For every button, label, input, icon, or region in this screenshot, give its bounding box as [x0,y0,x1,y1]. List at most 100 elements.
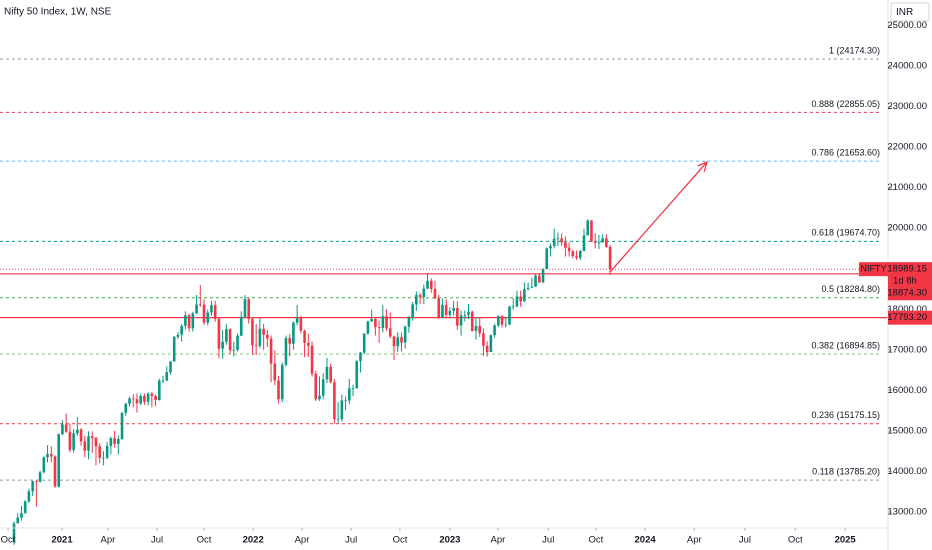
candle-body [23,501,27,514]
candle-body [102,457,105,459]
candle-body [597,242,601,244]
candle-body [590,220,593,242]
price-tag [888,310,932,325]
y-tick-label: 23000.00 [887,101,927,112]
candle-body [184,315,187,326]
candle-body [46,454,49,458]
candle-body [213,305,217,319]
candle-body [239,316,243,336]
candle-body [299,318,303,331]
candle-body [463,314,467,316]
candle-body [497,316,500,326]
candle-body [31,481,34,492]
x-tick-label: Oct [197,535,212,546]
candle-body [262,328,265,335]
candle-body [310,345,314,374]
candle-body [470,311,474,331]
x-tick-label: Jul [542,535,554,546]
candle-body [336,419,340,420]
currency[interactable]: INR [896,7,913,18]
x-tick-label: 2023 [439,535,460,546]
candle-body [284,338,288,365]
fib-label: 0.786 (21653.60) [811,148,880,158]
candle-body [493,325,496,336]
fib-label: 0.382 (16894.85) [811,340,880,350]
candle-body [511,306,515,308]
candle-body [266,334,269,339]
candle-body [366,321,370,334]
candle-body [526,287,530,289]
candle-body [217,318,221,349]
chart-title: Nifty 50 Index, 1W, NSE [4,7,112,18]
y-tick-label: 14000.00 [887,466,927,477]
x-tick-label: Jul [739,535,751,546]
candle-body [515,296,519,307]
candle-body [385,316,388,329]
y-tick-label: 16000.00 [887,385,927,396]
candle-body [128,398,131,404]
candle-body [292,322,295,344]
candle-body [318,395,321,400]
candle-body [500,316,504,325]
candle-body [247,299,251,319]
candle-body [146,393,150,402]
candle-body [459,315,463,326]
candle-body [608,246,612,270]
candle-body [370,318,373,322]
candle-body [269,338,273,364]
candle-body [601,238,604,243]
last-price-label: 18989.15 [887,264,927,275]
x-tick-label: 2021 [51,535,73,546]
candle-body [53,456,57,487]
candle-body [195,304,198,314]
y-tick-label: 13000.00 [887,507,927,518]
candle-body [68,431,72,450]
candle-body [560,238,563,243]
candle-body [534,275,537,287]
candle-body [210,305,213,313]
candle-body [582,235,586,251]
candle-body [72,433,75,450]
candle-body [605,238,608,247]
candle-body [154,396,157,401]
candle-body [172,336,176,362]
candle-body [117,439,120,444]
candle-body [228,329,232,351]
candle-body [523,288,526,302]
candle-body [485,345,489,353]
y-tick-label: 22000.00 [887,142,927,153]
fib-label: 0.5 (18284.80) [821,284,880,294]
candle-body [321,379,325,396]
candle-body [549,246,552,249]
currency-box[interactable] [890,2,930,22]
candle-body [433,288,437,299]
candle-body [537,275,541,283]
candle-body [27,491,31,502]
x-tick-label: Jul [151,535,163,546]
candle-body [362,333,366,353]
candle-body [556,238,560,240]
candle-body [280,364,284,400]
candle-body [202,304,206,323]
y-tick-label: 25000.00 [887,20,927,31]
candle-body [38,472,42,482]
candle-body [79,429,83,442]
candle-body [135,399,139,404]
y-tick-label: 18000.00 [887,304,927,315]
candle-body [545,248,549,270]
x-tick-label: 2025 [835,535,857,546]
candle-body [355,361,359,389]
candle-body [232,349,236,351]
candle-body [221,341,224,349]
candle-body [236,335,239,350]
x-tick-label: 2024 [635,535,657,546]
candle-body [105,445,109,458]
candle-body [441,304,444,318]
candle-body [307,342,310,346]
fib-label: 1 (24174.30) [829,45,880,55]
candle-body [411,304,414,318]
candle-body [76,429,79,434]
fib-label: 0.118 (13785.20) [812,467,880,477]
